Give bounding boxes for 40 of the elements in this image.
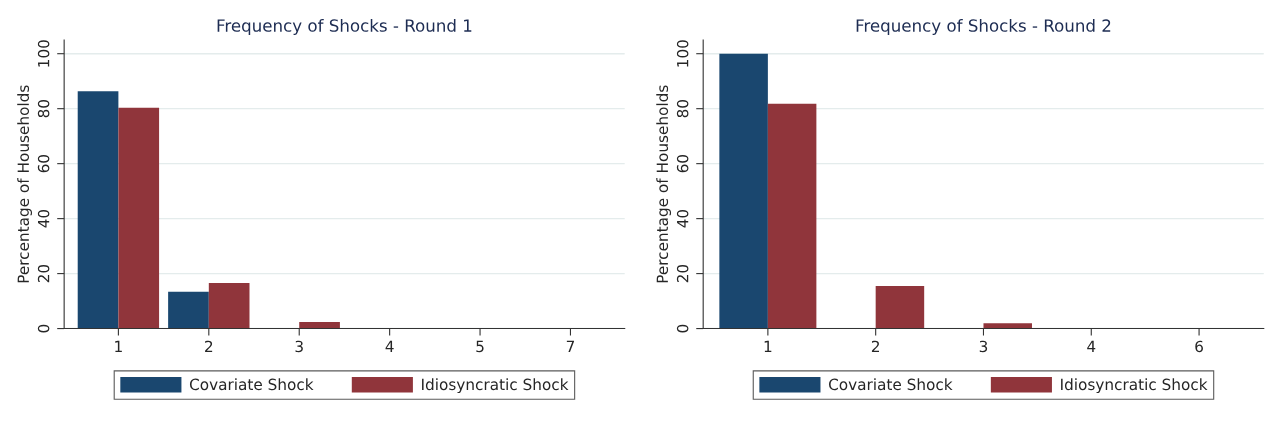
bar xyxy=(983,323,1032,329)
bar xyxy=(767,103,817,329)
bar xyxy=(299,321,340,329)
y-tick-label: 100 xyxy=(676,40,689,67)
x-tick-label: 6 xyxy=(1195,340,1203,353)
chart-title: Frequency of Shocks - Round 2 xyxy=(856,18,1111,36)
bar xyxy=(719,53,768,329)
x-tick-label: 3 xyxy=(295,340,303,353)
x-tick-label: 7 xyxy=(566,340,575,352)
legend-label: Idiosyncratic Shock xyxy=(422,378,569,394)
y-tick-label: 80 xyxy=(37,99,50,118)
x-tick-label: 3 xyxy=(979,340,988,353)
y-tick-label: 40 xyxy=(676,209,689,228)
chart-title: Frequency of Shocks - Round 1 xyxy=(217,18,472,36)
bar xyxy=(77,91,119,329)
y-tick-label: 0 xyxy=(676,324,689,333)
x-tick-label: 5 xyxy=(476,340,484,353)
y-tick-label: 20 xyxy=(676,264,689,283)
y-tick-label: 100 xyxy=(37,40,50,67)
y-tick-label: 60 xyxy=(676,154,689,173)
y-tick-label: 60 xyxy=(37,154,50,173)
x-tick-label: 4 xyxy=(385,340,394,352)
x-tick-label: 1 xyxy=(115,340,122,352)
legend-label: Covariate Shock xyxy=(828,378,953,391)
y-tick-label: 20 xyxy=(37,264,50,283)
x-tick-label: 1 xyxy=(764,340,772,352)
y-tick-label: 80 xyxy=(676,99,689,118)
x-tick-label: 4 xyxy=(1087,340,1096,352)
legend-label: Covariate Shock xyxy=(189,378,314,391)
legend-label: Idiosyncratic Shock xyxy=(1061,378,1208,394)
bar xyxy=(875,285,925,329)
y-tick-label: 0 xyxy=(37,324,50,333)
y-axis-title: Percentage of Households xyxy=(656,85,672,283)
bar xyxy=(208,282,250,329)
y-axis-title: Percentage of Households xyxy=(17,85,32,283)
bar xyxy=(168,291,209,329)
x-tick-label: 2 xyxy=(205,340,213,352)
bar xyxy=(118,107,160,329)
y-tick-label: 40 xyxy=(37,209,50,228)
x-tick-label: 2 xyxy=(871,340,879,352)
